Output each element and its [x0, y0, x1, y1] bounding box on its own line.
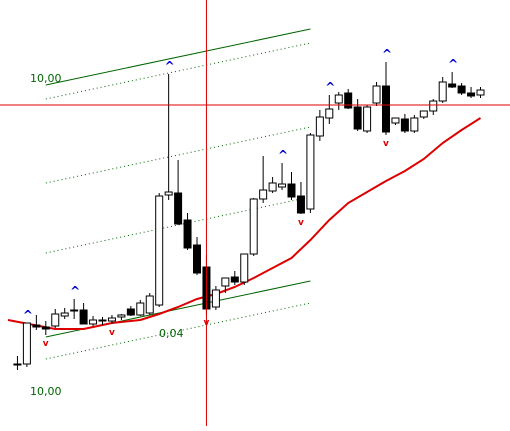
candle-body-down [32, 324, 41, 328]
fractal-down-marker: v [43, 339, 49, 349]
fractal-up-marker: ^ [448, 57, 458, 71]
candle-body-up [363, 106, 372, 132]
channel-angle-label: 0,04 [159, 327, 184, 340]
fractal-up-marker: ^ [382, 47, 392, 61]
candle-body-up [249, 198, 258, 255]
candle-body-down [448, 83, 457, 88]
candle-body-down [457, 85, 466, 94]
candle-body-up [117, 314, 126, 318]
fractal-up-marker: ^ [278, 148, 288, 162]
fractal-up-marker: ^ [165, 59, 175, 73]
candle-body-up [164, 191, 173, 196]
candle-body-down [344, 92, 353, 109]
moving-average-layer [7, 117, 482, 330]
candle-body-down [287, 183, 296, 198]
candle-body-up [391, 117, 400, 124]
candle-body-up [107, 317, 116, 322]
candle-body-down [467, 92, 476, 97]
candle-body-up [419, 110, 428, 118]
candle-body-up [268, 182, 277, 192]
candle-body-up [438, 81, 447, 102]
candle-body-down [183, 219, 192, 249]
candle-body-down [230, 276, 239, 283]
candle-body-up [240, 253, 249, 283]
candle-body-up [278, 183, 287, 188]
candle-body-up [372, 85, 381, 104]
channel-top-label: 10,00 [30, 72, 62, 85]
candle-body-up [136, 302, 145, 316]
candle-body-down [296, 195, 305, 214]
candle-body-down [353, 106, 362, 130]
candle-body-up [13, 363, 22, 366]
candles-layer [13, 62, 485, 370]
fractals-layer: ^^^^^^^vvvvv [23, 47, 458, 349]
candle-body-up [429, 100, 438, 112]
candle-body-down [79, 309, 88, 325]
moving-average-line [7, 117, 482, 330]
candle-body-up [221, 277, 230, 287]
candle-body-up [51, 313, 60, 327]
channel-upper-line [45, 28, 311, 86]
fractal-down-marker: v [109, 328, 115, 338]
candle-body-down [174, 192, 183, 225]
fractal-down-marker: v [383, 139, 389, 149]
fractal-up-marker: ^ [325, 80, 335, 94]
candle-body-up [22, 322, 31, 365]
candle-body-up [315, 116, 324, 137]
fractal-up-marker: ^ [70, 284, 80, 298]
candle-body-up [155, 195, 164, 306]
candle-body-down [70, 309, 79, 312]
candle-body-up [306, 134, 315, 210]
candle-body-down [193, 244, 201, 274]
candle-body-down [400, 118, 409, 132]
candle-body-up [325, 108, 334, 119]
candle-body-up [89, 319, 98, 325]
channel-bottom-label: 10,00 [30, 385, 62, 398]
candle-body-down [382, 85, 390, 133]
candle-body-up [98, 319, 107, 322]
candle-body-up [211, 289, 220, 308]
candle-body-up [476, 89, 485, 96]
fractal-up-marker: ^ [23, 308, 33, 322]
candle-body-down [126, 308, 135, 316]
candle-body-up [60, 312, 69, 317]
candle-body-up [334, 94, 343, 104]
channel-dotted-line [45, 42, 311, 100]
candle-body-down [41, 326, 50, 330]
fractal-down-marker: v [298, 218, 304, 228]
candle-body-up [145, 295, 154, 314]
candle-body-up [410, 117, 419, 132]
candle-body-up [259, 189, 268, 200]
